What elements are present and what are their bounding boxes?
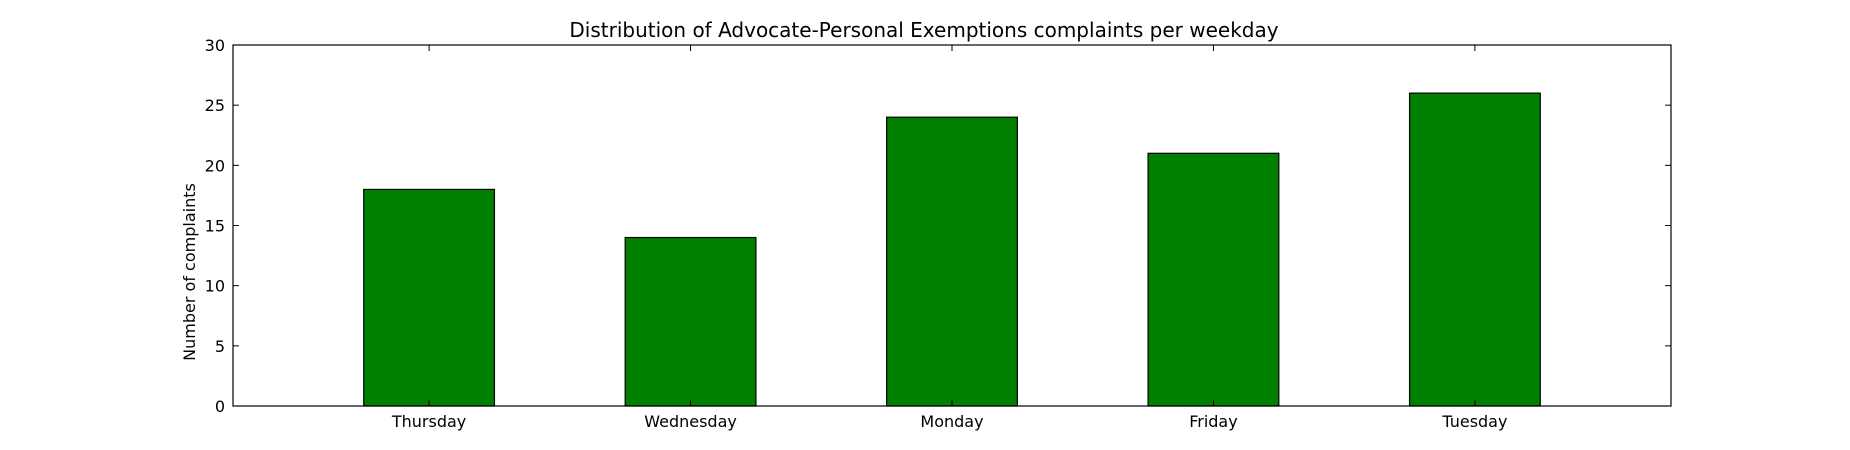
y-tick-label: 15 <box>205 217 225 236</box>
y-tick-label: 0 <box>215 397 225 416</box>
x-tick-label: Thursday <box>391 412 466 431</box>
x-tick-label: Monday <box>920 412 983 431</box>
ticks-group: Thursday Wednesday Monday Friday Tuesday 0 5 10… <box>205 36 1671 431</box>
y-tick-label: 5 <box>215 337 225 356</box>
chart-title: Distribution of Advocate-Personal Exempt… <box>569 18 1278 42</box>
bars-group <box>363 92 1541 407</box>
plot-frame <box>232 44 1672 407</box>
y-axis-label: Number of complaints <box>180 183 199 361</box>
bar-monday <box>886 116 1018 407</box>
y-tick-label: 10 <box>205 277 225 296</box>
y-tick-label: 30 <box>205 36 225 55</box>
bar-tuesday <box>1408 92 1541 407</box>
bar-thursday <box>363 188 496 407</box>
y-tick-label: 25 <box>205 96 225 115</box>
x-tick-label: Friday <box>1189 412 1238 431</box>
bar-wednesday <box>624 236 757 407</box>
y-tick-label: 20 <box>205 156 225 175</box>
x-tick-label: Tuesday <box>1441 412 1507 431</box>
x-tick-label: Wednesday <box>644 412 737 431</box>
bar-friday <box>1147 152 1280 407</box>
